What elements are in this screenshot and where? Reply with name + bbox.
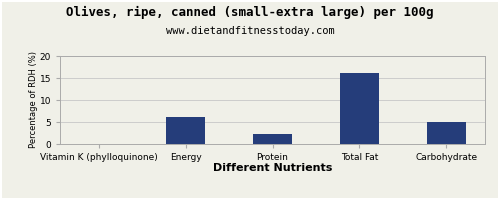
Y-axis label: Percentage of RDH (%): Percentage of RDH (%)	[29, 51, 38, 148]
Bar	[253, 134, 292, 144]
Bar	[426, 122, 466, 144]
Bar	[166, 117, 205, 144]
Bar	[340, 73, 379, 144]
Text: www.dietandfitnesstoday.com: www.dietandfitnesstoday.com	[166, 26, 334, 36]
Text: Olives, ripe, canned (small-extra large) per 100g: Olives, ripe, canned (small-extra large)…	[66, 6, 434, 19]
X-axis label: Different Nutrients: Different Nutrients	[213, 163, 332, 173]
